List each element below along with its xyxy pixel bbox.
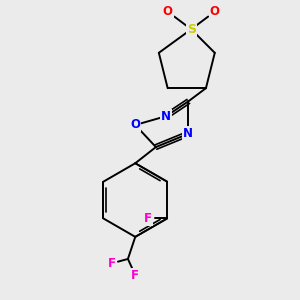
Text: O: O bbox=[130, 118, 140, 131]
Text: S: S bbox=[187, 23, 196, 36]
Text: O: O bbox=[210, 5, 220, 18]
Text: N: N bbox=[161, 110, 171, 123]
Text: O: O bbox=[163, 5, 173, 18]
Text: F: F bbox=[108, 257, 116, 270]
Text: F: F bbox=[131, 268, 139, 282]
Text: F: F bbox=[144, 212, 152, 225]
Text: N: N bbox=[183, 127, 193, 140]
